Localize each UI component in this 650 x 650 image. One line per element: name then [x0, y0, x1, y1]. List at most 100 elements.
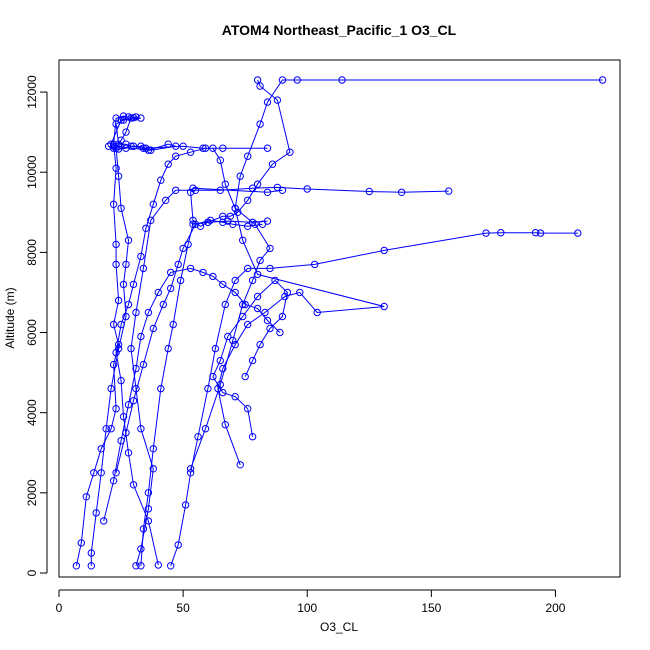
data-point: [112, 164, 120, 172]
data-point: [174, 541, 182, 549]
data-point: [256, 82, 264, 90]
series-line-5: [170, 232, 578, 566]
data-point: [144, 308, 153, 317]
data-point: [574, 229, 582, 237]
data-point: [179, 244, 187, 253]
data-point: [211, 344, 220, 353]
data-point: [241, 372, 249, 381]
data-point: [278, 76, 287, 84]
data-point: [283, 288, 292, 297]
data-point: [253, 292, 262, 301]
data-point: [97, 469, 105, 477]
data-point: [149, 465, 158, 473]
data-point: [164, 160, 172, 168]
data-point: [226, 212, 235, 221]
data-point: [251, 220, 259, 229]
data-point: [271, 276, 279, 285]
data-point: [186, 148, 195, 156]
data-point: [127, 344, 135, 353]
y-tick-label: 8000: [25, 239, 39, 266]
data-point: [119, 116, 128, 124]
plot-area: [58, 59, 621, 578]
x-tick-label: 200: [545, 601, 565, 615]
data-point: [157, 176, 165, 184]
data-point: [112, 240, 120, 249]
data-point: [114, 296, 123, 305]
data-point: [231, 288, 239, 297]
series-line-11: [115, 147, 206, 566]
data-point: [263, 316, 272, 325]
data-point: [256, 120, 264, 128]
data-point: [132, 364, 140, 373]
data-point: [77, 539, 86, 547]
data-point: [124, 236, 133, 245]
series-line-7: [217, 79, 603, 465]
data-point: [293, 76, 301, 84]
data-point: [129, 280, 138, 289]
data-point: [244, 320, 252, 329]
data-point: [497, 229, 505, 237]
data-point: [127, 114, 135, 122]
data-point: [229, 336, 237, 345]
data-point: [109, 200, 118, 209]
data-point: [172, 152, 180, 160]
data-point: [231, 340, 239, 349]
data-point: [266, 244, 274, 253]
data-point: [139, 264, 148, 273]
data-point: [278, 312, 287, 321]
data-point: [380, 246, 388, 255]
data-point: [117, 204, 125, 213]
data-point: [248, 276, 257, 285]
data-point: [380, 302, 388, 311]
data-point: [241, 300, 249, 309]
data-point: [397, 188, 406, 197]
data-point: [149, 324, 158, 333]
data-point: [139, 144, 148, 152]
data-point: [109, 142, 118, 150]
data-point: [107, 425, 115, 433]
data-point: [157, 384, 165, 393]
y-tick-label: 0: [25, 569, 39, 576]
data-point: [117, 320, 125, 329]
data-point: [231, 276, 239, 285]
data-point: [268, 160, 277, 168]
data-point: [248, 433, 257, 441]
data-point: [253, 180, 262, 188]
data-point: [109, 360, 118, 369]
data-point: [338, 76, 346, 84]
data-point: [181, 501, 190, 509]
data-point: [244, 264, 252, 273]
data-point: [139, 360, 148, 369]
data-point: [137, 252, 145, 261]
data-point: [137, 114, 145, 122]
data-point: [191, 220, 200, 229]
data-point: [244, 196, 252, 205]
data-point: [112, 348, 120, 357]
data-point: [296, 288, 304, 297]
y-tick-label: 2000: [25, 479, 39, 506]
data-point: [253, 270, 262, 279]
data-point: [112, 405, 120, 413]
data-point: [278, 186, 287, 195]
data-point: [199, 268, 207, 277]
data-point: [109, 140, 118, 148]
data-point: [273, 96, 282, 104]
data-point: [482, 229, 490, 237]
data-point: [186, 465, 195, 473]
data-point: [313, 308, 321, 317]
data-point: [179, 142, 187, 150]
data-point: [219, 280, 227, 289]
data-point: [112, 260, 120, 269]
data-point: [598, 76, 607, 84]
data-point: [231, 204, 239, 213]
data-point: [124, 449, 133, 457]
data-point: [239, 312, 247, 321]
data-point: [102, 425, 110, 433]
data-point: [248, 356, 257, 365]
x-tick-label: 50: [176, 601, 190, 615]
data-point: [209, 372, 217, 381]
data-point: [159, 300, 168, 309]
data-point: [164, 344, 172, 353]
data-point: [445, 187, 453, 195]
